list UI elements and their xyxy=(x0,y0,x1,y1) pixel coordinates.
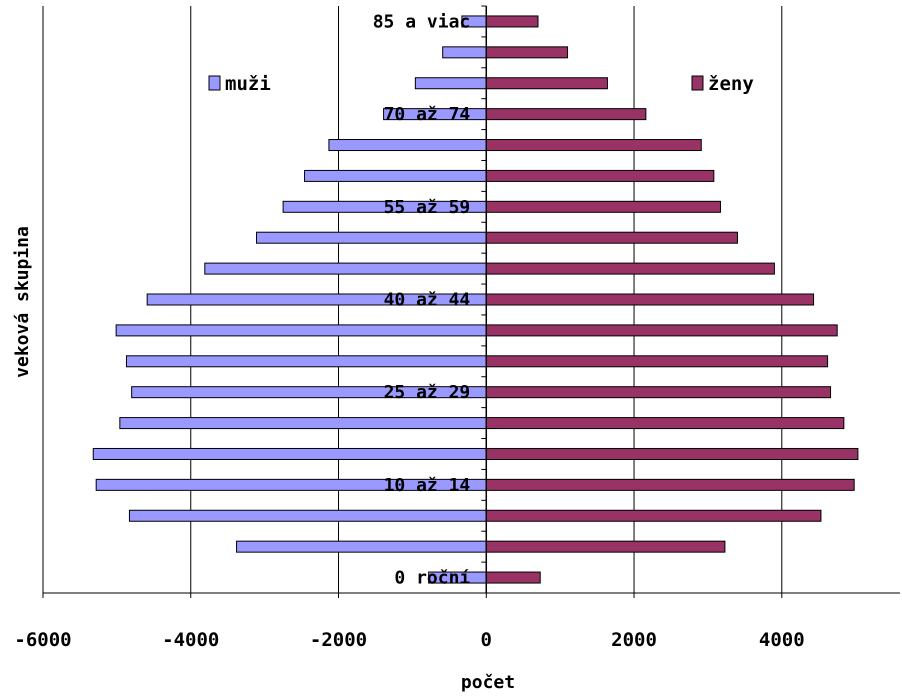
y-axis-title: veková skupina xyxy=(12,226,33,378)
legend: muži ženy xyxy=(208,73,754,95)
x-axis-title: počet xyxy=(461,672,515,693)
bar-muzi xyxy=(442,46,487,59)
x-tick-label: -6000 xyxy=(14,629,71,651)
bar-zeny xyxy=(485,293,815,306)
bar-zeny xyxy=(485,417,845,430)
legend-swatch-muzi xyxy=(208,75,221,91)
bar-muzi xyxy=(236,540,487,553)
bar-zeny xyxy=(485,46,569,59)
category-label: 40 až 44 xyxy=(384,290,471,311)
bar-zeny xyxy=(485,108,647,121)
category-label: 85 a viac xyxy=(373,11,471,32)
bar-muzi xyxy=(328,139,487,152)
category-label: 10 až 14 xyxy=(384,475,471,496)
bar-zeny xyxy=(485,447,859,460)
legend-label-zeny: ženy xyxy=(708,73,754,95)
bar-zeny xyxy=(485,169,715,182)
bar-muzi xyxy=(115,324,487,337)
bar-zeny xyxy=(485,15,539,28)
x-tick-label: 2000 xyxy=(611,629,657,651)
axes xyxy=(42,5,900,598)
legend-swatch-zeny xyxy=(691,75,704,91)
bar-zeny xyxy=(485,77,608,90)
bar-muzi xyxy=(125,355,487,368)
bar-zeny xyxy=(485,262,775,275)
bar-zeny xyxy=(485,355,829,368)
category-label: 25 až 29 xyxy=(384,382,471,403)
bar-zeny xyxy=(485,324,838,337)
bar-muzi xyxy=(204,262,487,275)
category-label: 70 až 74 xyxy=(384,104,471,125)
bar-muzi xyxy=(256,231,487,244)
category-label: 0 roční xyxy=(394,568,470,589)
bar-muzi xyxy=(128,509,487,522)
legend-label-muzi: muži xyxy=(225,73,271,95)
x-tick-label: -4000 xyxy=(162,629,219,651)
bar-muzi xyxy=(119,417,487,430)
bar-muzi xyxy=(304,169,487,182)
bar-zeny xyxy=(485,139,702,152)
bar-zeny xyxy=(485,509,822,522)
bar-zeny xyxy=(485,200,721,213)
bar-zeny xyxy=(485,386,832,399)
x-tick-label: 4000 xyxy=(759,629,805,651)
x-tick-label: -2000 xyxy=(310,629,367,651)
bar-muzi xyxy=(414,77,487,90)
category-label: 55 až 59 xyxy=(384,197,471,218)
bar-zeny xyxy=(485,540,726,553)
x-tick-labels: -6000 -4000 -2000 0 2000 4000 xyxy=(14,629,804,651)
bar-zeny xyxy=(485,231,738,244)
x-tick-label: 0 xyxy=(481,629,492,651)
bar-muzi xyxy=(92,447,487,460)
bars xyxy=(92,15,859,584)
bar-zeny xyxy=(485,571,541,584)
category-labels: 0 roční 10 až 14 25 až 29 40 až 44 55 až 59 7… xyxy=(373,11,471,588)
bar-zeny xyxy=(485,478,855,491)
